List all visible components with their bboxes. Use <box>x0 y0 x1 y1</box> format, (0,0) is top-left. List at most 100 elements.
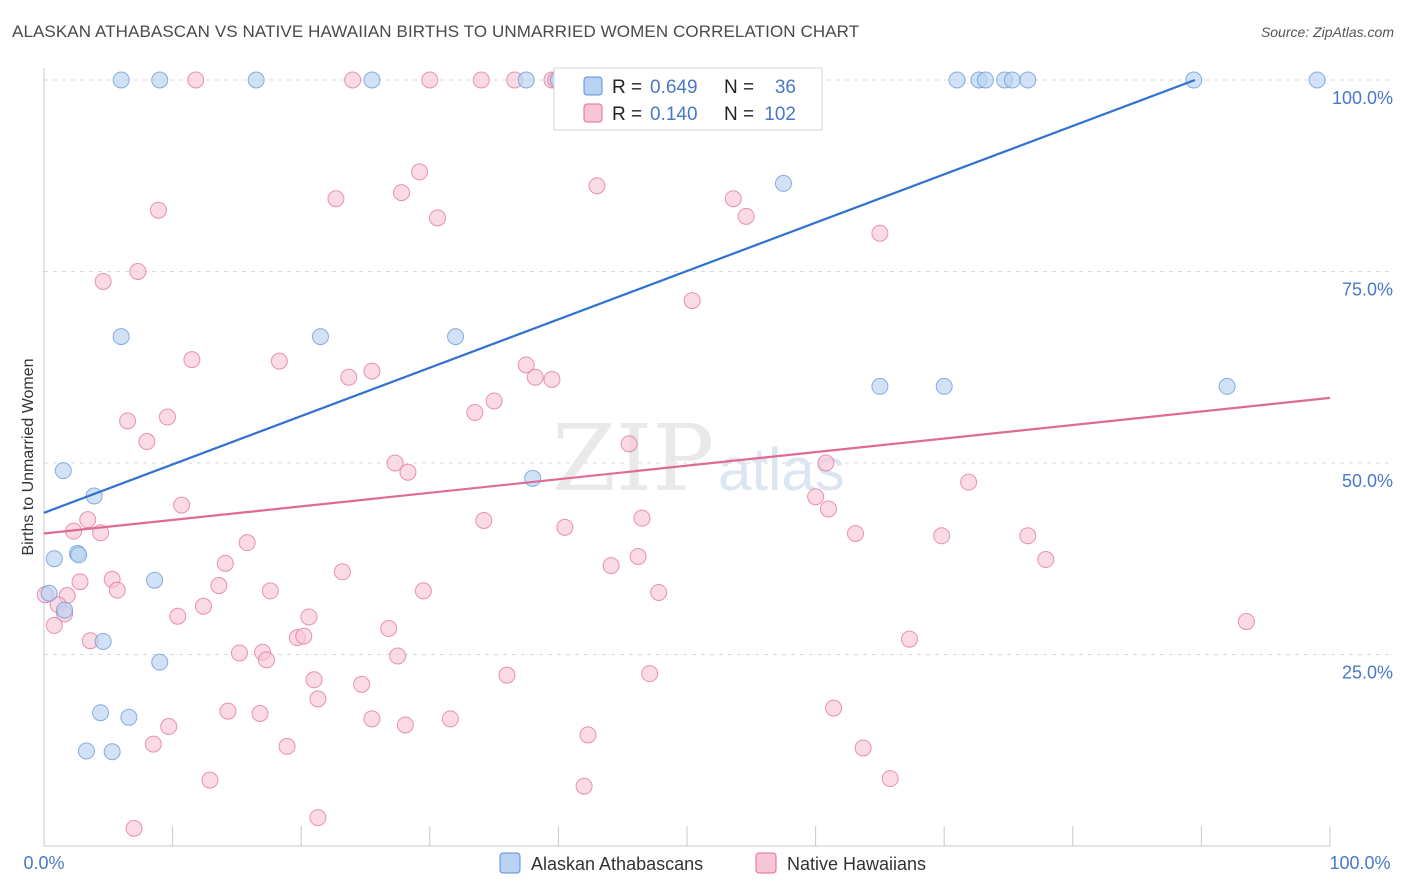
series-legend-label-blue: Alaskan Athabascans <box>531 854 703 874</box>
athabascan-point-28 <box>146 571 164 589</box>
athabascan-point-26 <box>45 550 63 568</box>
hawaiian-point-80 <box>498 666 516 684</box>
hawaiian-point-0 <box>187 71 205 89</box>
hawaiian-point-33 <box>386 454 404 472</box>
gridlines <box>44 79 1392 655</box>
x-tick-label-min: 0.0% <box>23 853 64 873</box>
hawaiian-point-47 <box>933 527 951 545</box>
hawaiian-point-90 <box>441 710 459 728</box>
hawaiian-point-57 <box>210 577 228 595</box>
series-legend-label-pink: Native Hawaiians <box>787 854 926 874</box>
hawaiian-point-8 <box>411 163 429 181</box>
native-hawaiians-points <box>36 71 1255 837</box>
athabascan-point-22 <box>54 462 72 480</box>
legend-n-label-1: N = <box>724 77 754 98</box>
athabascan-trend-line <box>43 78 1196 514</box>
athabascan-point-1 <box>151 71 169 89</box>
series-legend-swatch-pink <box>755 852 777 874</box>
legend-swatch-pink <box>583 103 603 123</box>
hawaiian-point-32 <box>620 435 638 453</box>
hawaiian-point-28 <box>466 403 484 421</box>
legend-n-value-2: 102 <box>764 104 796 125</box>
hawaiian-point-97 <box>881 770 899 788</box>
hawaiian-point-86 <box>219 702 237 720</box>
athabascan-point-18 <box>447 328 465 346</box>
athabascan-point-19 <box>871 377 889 395</box>
hawaiian-point-95 <box>854 739 872 757</box>
hawaiian-point-84 <box>309 690 327 708</box>
hawaiian-point-29 <box>158 408 176 426</box>
athabascan-point-4 <box>517 71 535 89</box>
athabascan-point-29 <box>40 584 58 602</box>
hawaiian-point-76 <box>230 644 248 662</box>
hawaiian-point-23 <box>363 362 381 380</box>
hawaiian-point-56 <box>71 573 89 591</box>
hawaiian-point-54 <box>333 563 351 581</box>
athabascan-point-31 <box>94 632 112 650</box>
hawaiian-point-96 <box>201 771 219 789</box>
hawaiian-point-10 <box>327 190 345 208</box>
athabascan-point-3 <box>363 71 381 89</box>
athabascan-point-9 <box>976 71 994 89</box>
hawaiian-point-83 <box>353 675 371 693</box>
hawaiian-point-53 <box>602 557 620 575</box>
hawaiian-point-17 <box>129 263 147 280</box>
athabascan-point-17 <box>311 328 329 346</box>
athabascan-point-27 <box>70 546 88 564</box>
athabascan-point-32 <box>151 653 169 671</box>
hawaiian-point-74 <box>295 627 313 645</box>
athabascan-point-15 <box>774 174 792 192</box>
athabascan-point-23 <box>524 469 542 487</box>
hawaiian-point-92 <box>579 726 597 744</box>
hawaiian-point-42 <box>633 509 651 527</box>
y-axis-label: Births to Unmarried Women <box>20 358 37 555</box>
hawaiian-point-16 <box>871 224 889 242</box>
athabascan-point-34 <box>120 708 138 726</box>
athabascan-point-30 <box>56 601 74 619</box>
athabascan-point-0 <box>112 71 130 89</box>
hawaiian-point-31 <box>138 433 156 451</box>
hawaiian-point-2 <box>421 71 439 89</box>
hawaiian-point-69 <box>45 616 63 634</box>
legend-n-label-2: N = <box>724 104 754 125</box>
hawaiian-point-88 <box>363 710 381 728</box>
hawaiian-point-71 <box>380 619 398 637</box>
hawaiian-point-20 <box>183 351 201 369</box>
hawaiian-point-51 <box>1037 551 1055 569</box>
athabascan-point-35 <box>77 742 95 760</box>
hawaiian-point-91 <box>160 718 178 736</box>
hawaiian-point-27 <box>485 392 503 410</box>
athabascan-point-20 <box>935 377 953 395</box>
y-tick-label-25: 25.0% <box>1342 663 1393 683</box>
hawaiian-point-48 <box>1019 527 1037 545</box>
watermark-zip: ZIP <box>552 405 714 512</box>
hawaiian-point-24 <box>340 368 358 386</box>
hawaiian-point-94 <box>278 737 296 755</box>
y-axis-tick-labels: 25.0% 50.0% 75.0% 100.0% <box>1332 88 1393 683</box>
hawaiian-point-41 <box>79 511 97 529</box>
hawaiian-point-36 <box>960 473 978 491</box>
series-legend-swatch-blue <box>499 852 521 874</box>
watermark: ZIP atlas <box>552 405 845 512</box>
legend-swatch-blue <box>583 76 603 96</box>
hawaiian-point-37 <box>807 488 825 506</box>
y-tick-label-100: 100.0% <box>1332 88 1393 108</box>
hawaiian-point-39 <box>819 500 837 518</box>
source-credit: Source: ZipAtlas.com <box>1260 24 1394 40</box>
hawaiian-point-79 <box>389 647 407 665</box>
legend-r-label-1: R = <box>612 77 642 98</box>
series-legend: Alaskan Athabascans Native Hawaiians <box>499 852 926 874</box>
hawaiian-point-43 <box>556 518 574 536</box>
hawaiian-point-49 <box>238 534 256 552</box>
hawaiian-point-38 <box>173 496 191 514</box>
hawaiian-point-21 <box>270 352 288 370</box>
legend-n-value-1: 36 <box>775 77 796 98</box>
hawaiian-point-15 <box>149 201 167 219</box>
legend-r-value-2: 0.140 <box>650 104 698 125</box>
hawaiian-point-19 <box>683 292 701 310</box>
hawaiian-point-99 <box>309 809 327 827</box>
hawaiian-point-18 <box>94 272 112 290</box>
hawaiian-point-35 <box>399 463 417 481</box>
athabascan-point-21 <box>1218 377 1236 395</box>
